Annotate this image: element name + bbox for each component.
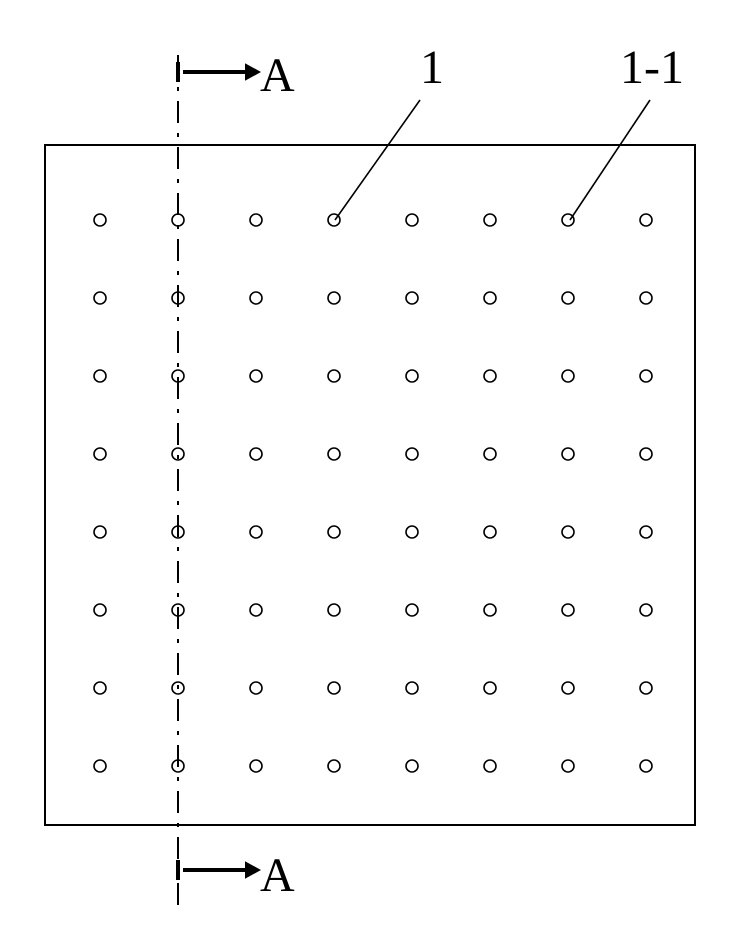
- hole: [484, 292, 496, 304]
- callout-plate: 1: [420, 40, 444, 95]
- hole: [406, 682, 418, 694]
- hole: [640, 370, 652, 382]
- leader-hole: [570, 100, 650, 220]
- hole: [406, 760, 418, 772]
- hole: [250, 448, 262, 460]
- hole: [250, 760, 262, 772]
- hole: [328, 526, 340, 538]
- hole: [406, 604, 418, 616]
- hole: [562, 682, 574, 694]
- hole: [562, 604, 574, 616]
- hole: [484, 448, 496, 460]
- diagram-svg: [0, 0, 750, 939]
- hole: [328, 760, 340, 772]
- section-label-top: A: [260, 48, 295, 103]
- section-arrow-bottom-head: [245, 861, 261, 879]
- hole: [250, 682, 262, 694]
- hole: [640, 214, 652, 226]
- section-label-bottom: A: [260, 848, 295, 903]
- figure-canvas: A A 1 1-1: [0, 0, 750, 939]
- hole: [94, 760, 106, 772]
- hole: [328, 292, 340, 304]
- section-arrow-top-head: [245, 63, 261, 81]
- hole: [328, 604, 340, 616]
- hole: [250, 292, 262, 304]
- hole: [406, 370, 418, 382]
- hole: [406, 214, 418, 226]
- hole: [562, 448, 574, 460]
- callout-hole: 1-1: [620, 40, 684, 95]
- hole: [640, 604, 652, 616]
- hole: [640, 292, 652, 304]
- hole: [484, 214, 496, 226]
- hole: [484, 604, 496, 616]
- hole: [328, 370, 340, 382]
- hole: [562, 760, 574, 772]
- leader-plate: [335, 100, 420, 220]
- plate-outline: [45, 145, 695, 825]
- hole: [94, 448, 106, 460]
- hole: [250, 526, 262, 538]
- hole: [328, 448, 340, 460]
- hole: [328, 682, 340, 694]
- hole: [562, 526, 574, 538]
- hole: [94, 682, 106, 694]
- hole: [640, 448, 652, 460]
- hole: [94, 370, 106, 382]
- hole: [484, 370, 496, 382]
- hole: [94, 526, 106, 538]
- hole: [94, 292, 106, 304]
- hole: [562, 370, 574, 382]
- hole: [94, 214, 106, 226]
- hole: [484, 526, 496, 538]
- hole: [562, 292, 574, 304]
- hole: [406, 292, 418, 304]
- hole: [250, 214, 262, 226]
- hole: [640, 760, 652, 772]
- hole: [406, 448, 418, 460]
- hole: [640, 526, 652, 538]
- hole: [250, 604, 262, 616]
- hole: [484, 682, 496, 694]
- hole: [172, 214, 184, 226]
- hole: [640, 682, 652, 694]
- hole: [406, 526, 418, 538]
- hole: [94, 604, 106, 616]
- hole: [250, 370, 262, 382]
- hole: [484, 760, 496, 772]
